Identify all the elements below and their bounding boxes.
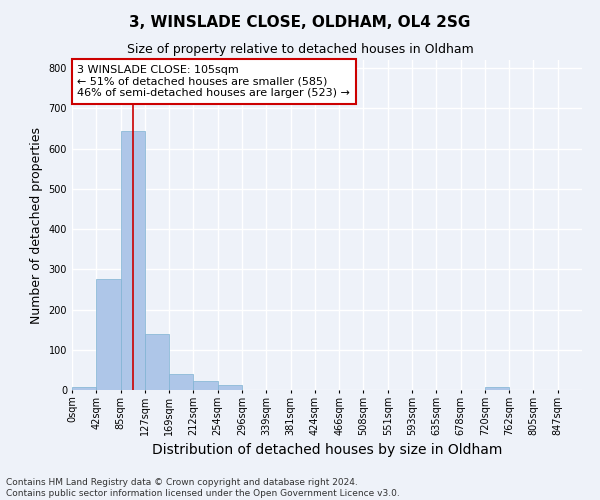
X-axis label: Distribution of detached houses by size in Oldham: Distribution of detached houses by size … (152, 444, 502, 458)
Bar (72, 387, 96, 390)
Y-axis label: Number of detached properties: Number of detached properties (30, 126, 43, 324)
Bar (96, 280, 121, 390)
Bar (193, 381, 218, 390)
Bar (218, 385, 242, 390)
Text: Contains HM Land Registry data © Crown copyright and database right 2024.
Contai: Contains HM Land Registry data © Crown c… (6, 478, 400, 498)
Text: 3 WINSLADE CLOSE: 105sqm
← 51% of detached houses are smaller (585)
46% of semi-: 3 WINSLADE CLOSE: 105sqm ← 51% of detach… (77, 65, 350, 98)
Text: Size of property relative to detached houses in Oldham: Size of property relative to detached ho… (127, 42, 473, 56)
Bar (485, 387, 509, 390)
Bar (145, 334, 169, 390)
Bar (121, 131, 145, 390)
Bar (169, 374, 193, 390)
Text: 3, WINSLADE CLOSE, OLDHAM, OL4 2SG: 3, WINSLADE CLOSE, OLDHAM, OL4 2SG (130, 15, 470, 30)
